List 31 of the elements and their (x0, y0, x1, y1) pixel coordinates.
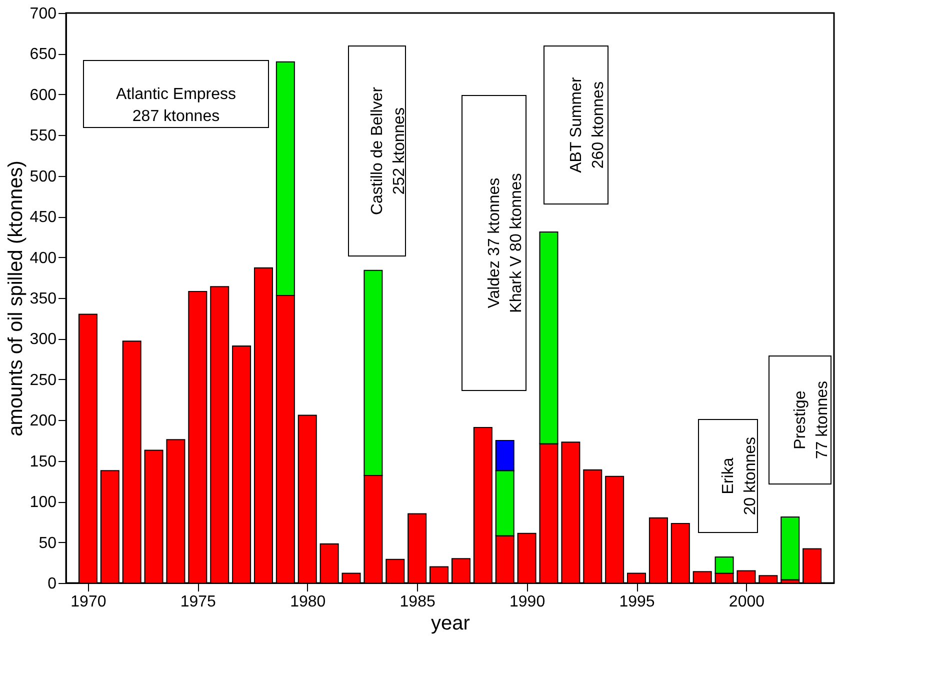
x-tick-label: 1970 (70, 594, 106, 610)
y-axis-title: amounts of oil spilled (ktonnes) (4, 160, 27, 436)
y-tick-label: 150 (30, 453, 57, 470)
annotation: Castillo de Bellver 252 ktonnes (369, 86, 408, 216)
x-tick-label: 1995 (619, 594, 655, 610)
annotation: Prestige 77 ktonnes (792, 380, 831, 460)
y-tick-label: 200 (30, 412, 57, 430)
x-tick-label: 1975 (180, 594, 216, 610)
y-tick-label: 500 (30, 168, 57, 186)
y-tick-label: 650 (30, 46, 57, 64)
bar (780, 516, 800, 580)
y-tick-label: 50 (38, 534, 57, 552)
y-tick-label: 400 (30, 250, 57, 267)
annotation: Erika 20 ktonnes (720, 436, 759, 516)
annotation: Valdez 37 ktonnes Khark V 80 ktonnes (486, 173, 525, 313)
y-tick-label: 250 (30, 372, 57, 389)
y-tick-label: 600 (30, 86, 57, 104)
x-tick-label: 1990 (510, 594, 546, 610)
x-tick-label: 2000 (728, 594, 765, 610)
y-tick-label: 100 (30, 494, 57, 512)
x-tick-label: 1985 (400, 594, 436, 610)
annotation: ABT Summer 260 ktonnes (568, 76, 607, 173)
y-tick-label: 0 (48, 576, 57, 592)
x-axis-title: year (431, 612, 470, 634)
y-tick-label: 700 (30, 6, 57, 22)
y-tick-label: 450 (30, 209, 57, 226)
y-tick-label: 550 (30, 128, 57, 145)
x-tick-label: 1980 (290, 594, 326, 610)
annotation: Atlantic Empress 287 ktonnes (116, 86, 236, 125)
y-tick-label: 300 (30, 331, 57, 348)
y-tick-label: 350 (30, 290, 57, 308)
